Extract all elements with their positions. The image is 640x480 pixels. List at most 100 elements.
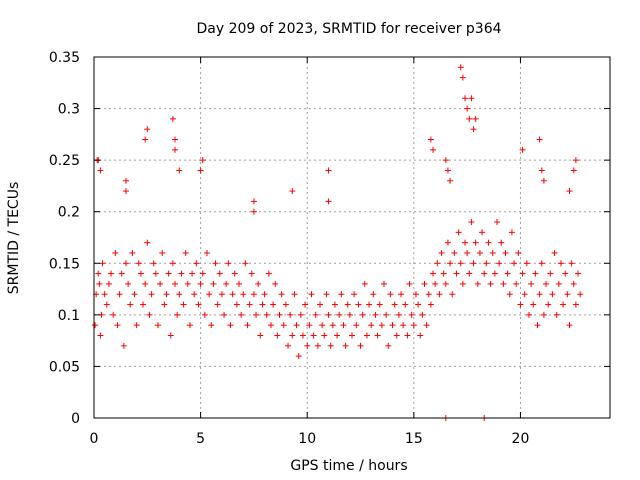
data-point: [299, 332, 306, 339]
data-point: [523, 260, 530, 267]
data-point: [97, 332, 104, 339]
data-point: [127, 301, 134, 308]
data-point: [359, 311, 366, 318]
data-point: [455, 229, 462, 236]
data-point: [172, 146, 179, 153]
data-point: [240, 291, 247, 298]
data-point: [210, 280, 217, 287]
y-tick-label: 0.3: [58, 102, 80, 118]
data-point: [310, 332, 317, 339]
data-point: [417, 332, 424, 339]
data-point: [204, 249, 211, 256]
data-point: [427, 136, 434, 143]
data-point: [314, 342, 321, 349]
data-point: [161, 301, 168, 308]
data-point: [197, 167, 204, 174]
data-point: [468, 219, 475, 226]
y-axis-label: SRMTID / TECUs: [6, 182, 22, 295]
data-point: [308, 291, 315, 298]
data-point: [545, 301, 552, 308]
data-point: [442, 280, 449, 287]
data-point: [564, 291, 571, 298]
chart-title: Day 209 of 2023, SRMTID for receiver p36…: [196, 21, 501, 37]
data-point: [233, 301, 240, 308]
data-point: [101, 291, 108, 298]
data-point: [122, 188, 129, 195]
data-point: [391, 301, 398, 308]
data-point: [99, 260, 106, 267]
data-point: [319, 322, 326, 329]
data-point: [163, 291, 170, 298]
data-point: [570, 167, 577, 174]
data-point: [549, 291, 556, 298]
x-tick-label: 10: [298, 431, 316, 447]
data-point: [122, 177, 129, 184]
data-point: [351, 291, 358, 298]
data-point: [250, 291, 257, 298]
data-point: [434, 260, 441, 267]
data-point: [575, 270, 582, 277]
y-tick-label: 0.1: [58, 308, 80, 324]
data-point: [276, 311, 283, 318]
data-point: [425, 291, 432, 298]
data-point: [195, 301, 202, 308]
data-point: [464, 249, 471, 256]
data-point: [538, 260, 545, 267]
data-point: [325, 311, 332, 318]
data-point: [410, 322, 417, 329]
data-point: [140, 301, 147, 308]
data-point: [415, 301, 422, 308]
data-point: [327, 342, 334, 349]
data-point: [444, 239, 451, 246]
data-point: [470, 126, 477, 133]
data-point: [449, 291, 456, 298]
data-point: [142, 136, 149, 143]
data-point: [302, 301, 309, 308]
data-point: [172, 280, 179, 287]
data-point: [534, 322, 541, 329]
data-point: [472, 115, 479, 122]
data-point: [221, 311, 228, 318]
data-point: [248, 270, 255, 277]
data-point: [355, 301, 362, 308]
data-point: [96, 280, 103, 287]
data-point: [289, 188, 296, 195]
data-point: [346, 311, 353, 318]
data-point: [412, 291, 419, 298]
data-point: [191, 291, 198, 298]
data-point: [244, 322, 251, 329]
data-point: [235, 280, 242, 287]
data-point: [261, 291, 268, 298]
data-point: [462, 239, 469, 246]
data-point: [361, 280, 368, 287]
data-point: [257, 332, 264, 339]
data-point: [182, 249, 189, 256]
data-point: [304, 342, 311, 349]
data-point: [498, 239, 505, 246]
data-point: [525, 311, 532, 318]
data-point: [572, 301, 579, 308]
data-point: [419, 311, 426, 318]
data-point: [517, 301, 524, 308]
data-point: [572, 157, 579, 164]
data-point: [131, 291, 138, 298]
data-point: [137, 270, 144, 277]
data-point: [485, 239, 492, 246]
data-point: [462, 95, 469, 102]
data-point: [144, 126, 151, 133]
data-point: [116, 291, 123, 298]
data-point: [148, 291, 155, 298]
data-point: [538, 167, 545, 174]
data-point: [180, 301, 187, 308]
data-point: [566, 188, 573, 195]
data-point: [274, 332, 281, 339]
data-point: [242, 260, 249, 267]
data-point: [289, 332, 296, 339]
data-point: [344, 301, 351, 308]
data-point: [366, 301, 373, 308]
data-point: [238, 311, 245, 318]
data-point: [186, 322, 193, 329]
data-point: [440, 270, 447, 277]
data-point: [306, 322, 313, 329]
data-point: [150, 260, 157, 267]
